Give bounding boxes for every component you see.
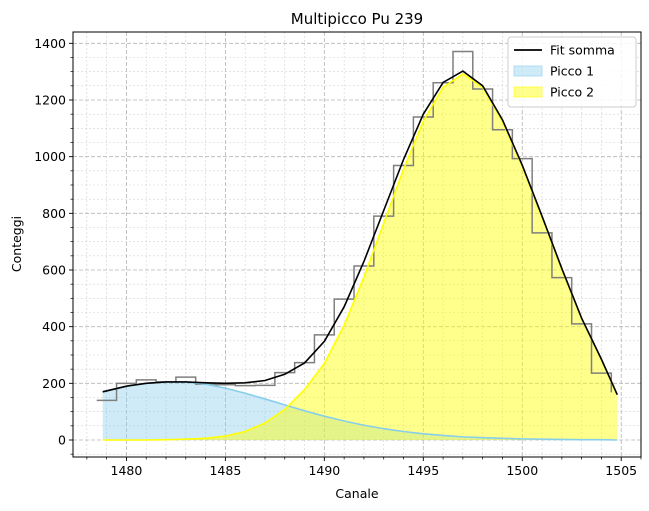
x-tick-label: 1490 [308,463,340,478]
legend-swatch-picco-2 [513,86,543,98]
y-tick-label: 1000 [34,149,66,164]
legend-label-fit-somma: Fit somma [550,43,615,58]
x-tick-label: 1500 [506,463,538,478]
legend-box [507,36,637,108]
histogram [96,50,613,402]
y-tick-label: 1200 [34,93,66,108]
x-tick-label: 1505 [605,463,637,478]
legend-label-picco-2: Picco 2 [550,85,594,100]
axis-ticks: 1480 1485 1490 1495 1500 1505 0 200 400 600 800 100… [34,36,642,478]
y-tick-label: 1400 [34,36,66,51]
histogram-steps [96,50,613,402]
chart-title: Multipicco Pu 239 [291,10,423,28]
y-tick-label: 0 [58,433,66,448]
y-tick-label: 800 [42,206,66,221]
y-tick-label: 600 [42,263,66,278]
line-fit-somma [102,70,618,395]
plot-frame [72,31,642,458]
area-fill-picco-2 [102,73,618,441]
legend: Fit somma Picco 1 Picco 2 [507,36,637,108]
area-fill-picco-1 [102,381,618,440]
y-tick-label: 200 [42,376,66,391]
area-series [102,73,618,441]
y-axis-label: Conteggi [9,216,24,272]
x-axis-label: Canale [335,486,378,501]
legend-label-picco-1: Picco 1 [550,64,594,79]
y-tick-label: 400 [42,319,66,334]
legend-swatch-picco-1 [513,65,543,77]
x-tick-label: 1480 [111,463,143,478]
line-series [102,70,618,441]
x-tick-label: 1495 [407,463,439,478]
x-tick-label: 1485 [209,463,241,478]
